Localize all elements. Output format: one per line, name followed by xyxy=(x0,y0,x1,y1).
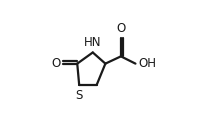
Text: O: O xyxy=(51,57,60,70)
Text: O: O xyxy=(116,23,126,36)
Text: HN: HN xyxy=(84,36,101,49)
Text: S: S xyxy=(75,89,82,102)
Text: OH: OH xyxy=(138,57,156,70)
